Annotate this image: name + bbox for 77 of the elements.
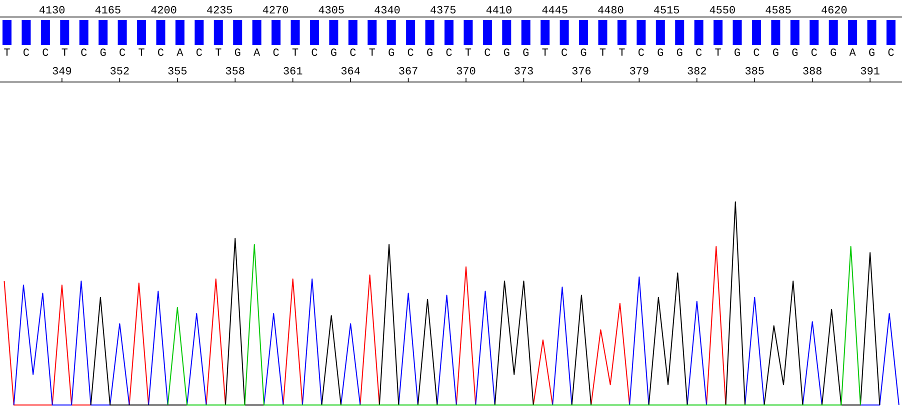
x-tick-label: G <box>331 48 336 56</box>
x2-tick-label: 4585 <box>766 6 791 14</box>
x2-tick-label: 4410 <box>486 6 512 14</box>
x-tick-label: G <box>658 48 664 56</box>
x-tick-label: T <box>369 48 375 56</box>
x-tick-label: G <box>523 48 528 56</box>
x-tick-label: C <box>120 48 126 56</box>
x2-tick-label: 4515 <box>654 6 680 14</box>
x-tick-label: T <box>138 48 144 56</box>
x-tick-label: A <box>254 48 260 56</box>
x2-tick-label: 4235 <box>207 6 232 14</box>
x-tick-label: T <box>4 48 10 56</box>
x-tick-label: T <box>465 48 472 56</box>
x-tick-label: C <box>196 48 202 56</box>
x-tick-label: T <box>600 48 606 56</box>
x-tick-label: 367 <box>399 67 418 74</box>
x-tick-label: C <box>42 48 48 56</box>
x-tick-label: 355 <box>168 67 187 74</box>
x-tick-label: 358 <box>226 67 244 74</box>
x-tick-label: 370 <box>456 67 476 74</box>
x-tick-label: T <box>62 48 68 56</box>
x-tick-label: G <box>734 48 740 56</box>
x-tick-label: C <box>562 48 568 56</box>
x2-tick-label: 4375 <box>430 6 456 14</box>
x-tick-label: C <box>888 48 894 56</box>
x-tick-label: T <box>542 48 548 56</box>
x-tick-label: C <box>24 48 30 56</box>
x-tick-label: G <box>830 48 836 56</box>
x2-tick-label: 4130 <box>39 6 65 14</box>
x-tick-label: C <box>446 48 452 56</box>
x-tick-label: 349 <box>52 67 72 74</box>
x2-tick-label: 4165 <box>95 6 120 14</box>
x-tick-label: C <box>484 48 490 56</box>
x-tick-label: C <box>754 48 760 56</box>
x2-tick-label: 4620 <box>822 6 847 14</box>
x-tick-label: G <box>580 48 586 56</box>
x-tick-label: 352 <box>110 67 129 74</box>
x-tick-label: C <box>158 48 164 56</box>
x2-tick-label: 4445 <box>542 6 568 14</box>
x-tick-label: C <box>408 48 414 56</box>
x-tick-label: 388 <box>803 67 822 74</box>
x-tick-label: 382 <box>688 67 706 74</box>
x-tick-label: C <box>350 48 356 56</box>
x-tick-label: G <box>234 48 240 56</box>
x2-tick-label: 4340 <box>374 6 400 14</box>
x2-tick-label: 4480 <box>598 6 624 14</box>
x-tick-label: T <box>292 48 298 56</box>
x-tick-label: A <box>849 48 856 56</box>
x-tick-label: 364 <box>341 67 360 74</box>
x-tick-label: C <box>811 48 817 56</box>
x-tick-label: 361 <box>284 67 302 74</box>
x-tick-label: G <box>773 48 778 56</box>
x-tick-label: 391 <box>860 67 880 74</box>
x-tick-label: T <box>619 48 625 56</box>
x2-tick-label: 4305 <box>318 6 344 14</box>
x-tick-label: G <box>676 48 682 56</box>
x-tick-label: 373 <box>514 67 533 74</box>
x-tick-label: G <box>869 48 874 56</box>
x-tick-label: G <box>427 48 432 56</box>
x-tick-label: 376 <box>572 67 591 74</box>
x-tick-label: G <box>100 48 106 56</box>
x2-tick-label: 4270 <box>262 6 288 14</box>
x-tick-label: 385 <box>745 67 764 74</box>
x-tick-label: T <box>715 48 721 56</box>
x-tick-label: C <box>638 48 644 56</box>
x-tick-label: G <box>504 48 510 56</box>
x2-tick-label: 4550 <box>710 6 735 14</box>
x-tick-label: A <box>176 48 184 56</box>
x-tick-label: G <box>792 48 798 56</box>
x-tick-label: C <box>696 48 702 56</box>
x-tick-label: T <box>216 48 222 56</box>
x-tick-label: C <box>273 48 279 56</box>
x-tick-label: C <box>81 48 87 56</box>
x-tick-label: 379 <box>630 67 648 74</box>
x-tick-label: C <box>312 48 318 56</box>
x2-tick-label: 4200 <box>151 6 176 14</box>
x-tick-label: G <box>388 48 394 56</box>
